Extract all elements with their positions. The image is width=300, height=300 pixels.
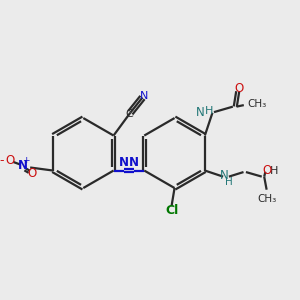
Text: O: O (262, 164, 272, 177)
Text: N: N (196, 106, 205, 118)
Text: N: N (119, 156, 129, 169)
Text: N: N (17, 159, 28, 172)
Text: N: N (129, 156, 139, 169)
Text: Cl: Cl (165, 204, 178, 218)
Text: CH₃: CH₃ (257, 194, 276, 204)
Text: N: N (140, 91, 148, 101)
Text: C: C (125, 109, 133, 119)
Text: CH₃: CH₃ (248, 99, 267, 109)
Text: +: + (22, 156, 30, 165)
Text: H: H (270, 166, 278, 176)
Text: O: O (27, 167, 36, 180)
Text: H: H (205, 106, 213, 116)
Text: O: O (234, 82, 244, 95)
Text: N: N (220, 169, 229, 182)
Text: O: O (5, 154, 14, 167)
Text: H: H (225, 177, 233, 187)
Text: -: - (0, 154, 4, 167)
